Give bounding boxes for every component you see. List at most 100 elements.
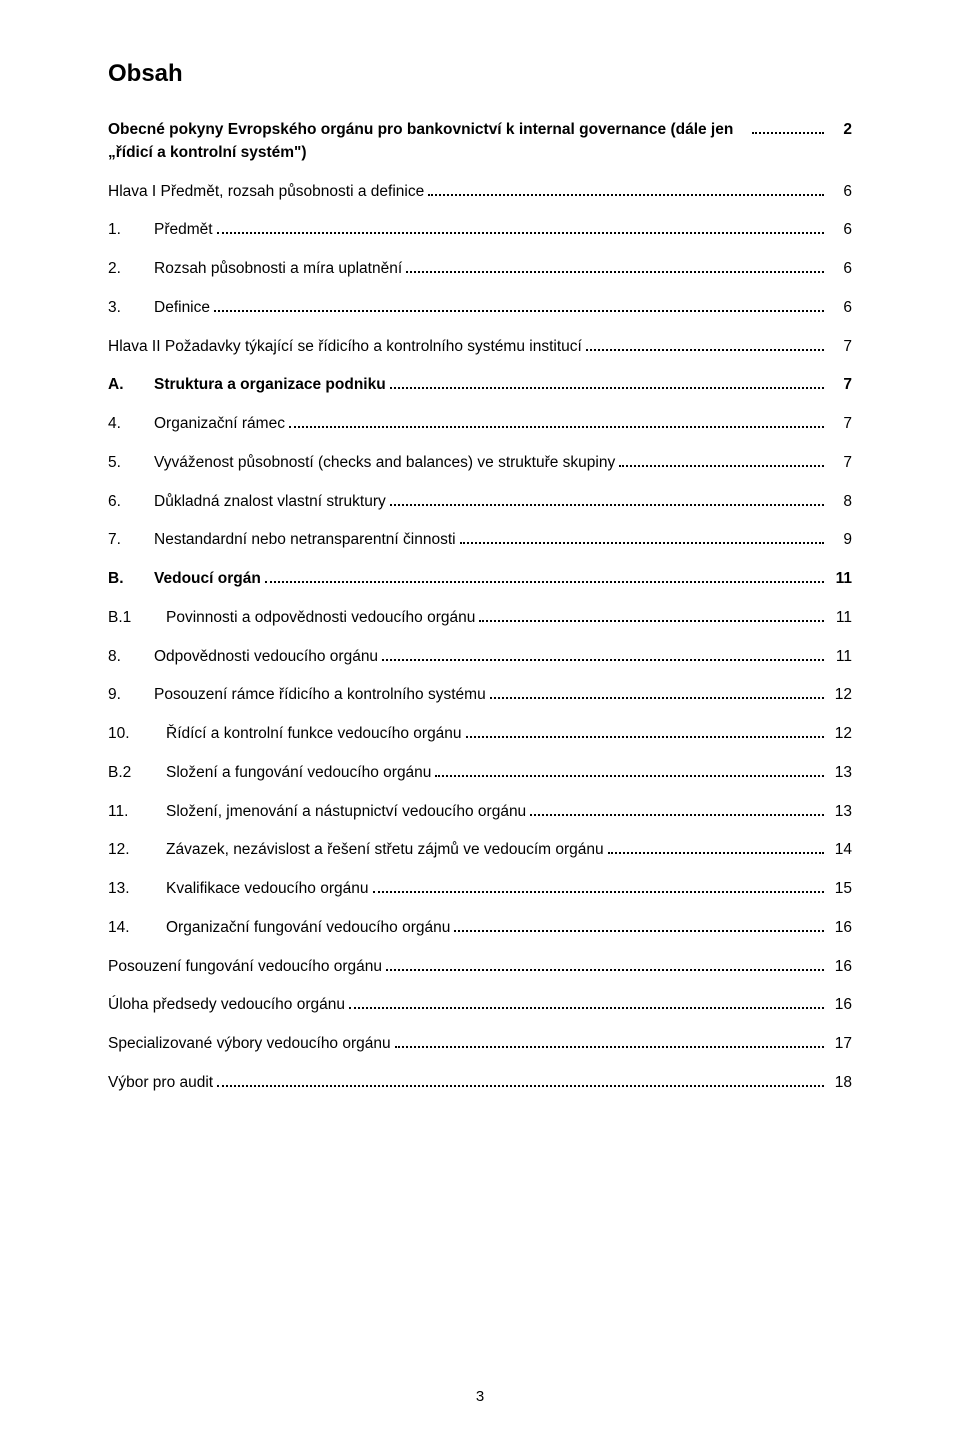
toc-entry: 10.Řídící a kontrolní funkce vedoucího o… [108, 721, 852, 746]
toc-entry-number: 2. [108, 257, 154, 280]
toc-entry-label: Předmět [154, 218, 213, 241]
toc-entry: Úloha předsedy vedoucího orgánu 16 [108, 992, 852, 1017]
toc-entry: 2.Rozsah působnosti a míra uplatnění6 [108, 256, 852, 281]
toc-entry: Výbor pro audit 18 [108, 1069, 852, 1094]
toc-entry-page: 13 [828, 800, 852, 823]
toc-entry-label: Specializované výbory vedoucího orgánu [108, 1032, 391, 1055]
toc-leader-dots [386, 953, 824, 971]
toc-entry-number: 4. [108, 412, 154, 435]
toc-list: Obecné pokyny Evropského orgánu pro bank… [108, 116, 852, 1094]
toc-entry-page: 16 [828, 955, 852, 978]
toc-entry: 12.Závazek, nezávislost a řešení střetu … [108, 837, 852, 862]
toc-entry: Hlava I Předmět, rozsah působnosti a def… [108, 178, 852, 203]
toc-entry-number: 6. [108, 490, 154, 513]
toc-entry-page: 18 [828, 1071, 852, 1094]
toc-entry-page: 15 [828, 877, 852, 900]
toc-entry-page: 8 [828, 490, 852, 513]
toc-entry: 14.Organizační fungování vedoucího orgán… [108, 914, 852, 939]
toc-entry-page: 12 [828, 722, 852, 745]
toc-entry-label: Úloha předsedy vedoucího orgánu [108, 993, 345, 1016]
toc-entry-number: 10. [108, 722, 166, 745]
toc-entry-number: 3. [108, 296, 154, 319]
toc-entry: 1.Předmět 6 [108, 217, 852, 242]
toc-entry: Posouzení fungování vedoucího orgánu 16 [108, 953, 852, 978]
toc-entry-label: Řídící a kontrolní funkce vedoucího orgá… [166, 722, 462, 745]
toc-entry-label: Organizační rámec [154, 412, 285, 435]
toc-entry-label: Posouzení fungování vedoucího orgánu [108, 955, 382, 978]
toc-entry-number: 13. [108, 877, 166, 900]
toc-entry-page: 7 [828, 412, 852, 435]
toc-leader-dots [619, 449, 824, 467]
toc-leader-dots [349, 992, 824, 1010]
toc-entry-label: Struktura a organizace podniku [154, 373, 386, 396]
toc-entry: 3.Definice6 [108, 294, 852, 319]
toc-entry: Specializované výbory vedoucího orgánu 17 [108, 1031, 852, 1056]
toc-entry-page: 16 [828, 993, 852, 1016]
toc-leader-dots [530, 798, 824, 816]
toc-entry: A.Struktura a organizace podniku 7 [108, 372, 852, 397]
toc-leader-dots [214, 294, 824, 312]
toc-heading: Obsah [108, 60, 852, 88]
toc-entry-label: Nestandardní nebo netransparentní činnos… [154, 528, 456, 551]
toc-entry-number: 11. [108, 800, 166, 823]
toc-entry-number: 7. [108, 528, 154, 551]
toc-entry-label: Organizační fungování vedoucího orgánu [166, 916, 450, 939]
toc-entry: 4.Organizační rámec 7 [108, 411, 852, 436]
toc-leader-dots [435, 759, 824, 777]
toc-entry-page: 11 [828, 606, 852, 629]
toc-entry-page: 6 [828, 180, 852, 203]
toc-leader-dots [454, 914, 824, 932]
toc-entry-label: Vyváženost působností (checks and balanc… [154, 451, 615, 474]
toc-entry: 6.Důkladná znalost vlastní struktury 8 [108, 488, 852, 513]
toc-leader-dots [373, 876, 825, 894]
toc-entry-page: 9 [828, 528, 852, 551]
toc-leader-dots [460, 527, 824, 545]
toc-entry-number: 12. [108, 838, 166, 861]
toc-leader-dots [265, 566, 824, 584]
toc-entry: B.2Složení a fungování vedoucího orgánu1… [108, 759, 852, 784]
toc-entry: Obecné pokyny Evropského orgánu pro bank… [108, 116, 852, 164]
toc-entry-label: Vedoucí orgán [154, 567, 261, 590]
toc-leader-dots [382, 643, 824, 661]
toc-entry-label: Hlava II Požadavky týkající se řídicího … [108, 335, 582, 358]
toc-entry-number: B.1 [108, 606, 166, 629]
toc-entry: B.1Povinnosti a odpovědnosti vedoucího o… [108, 604, 852, 629]
toc-entry-label: Závazek, nezávislost a řešení střetu záj… [166, 838, 604, 861]
toc-entry-label: Odpovědnosti vedoucího orgánu [154, 645, 378, 668]
toc-entry-label: Výbor pro audit [108, 1071, 213, 1094]
toc-entry-number: 8. [108, 645, 154, 668]
toc-entry-number: B. [108, 567, 154, 590]
toc-entry-page: 7 [828, 373, 852, 396]
toc-entry-number: A. [108, 373, 154, 396]
toc-leader-dots [217, 217, 824, 235]
toc-entry: 8.Odpovědnosti vedoucího orgánu 11 [108, 643, 852, 668]
toc-entry: 7.Nestandardní nebo netransparentní činn… [108, 527, 852, 552]
toc-leader-dots [390, 372, 824, 390]
toc-leader-dots [490, 682, 824, 700]
toc-entry-number: 1. [108, 218, 154, 241]
page-number: 3 [0, 1388, 960, 1405]
toc-leader-dots [217, 1069, 824, 1087]
toc-entry-label: Posouzení rámce řídicího a kontrolního s… [154, 683, 486, 706]
toc-entry-page: 17 [828, 1032, 852, 1055]
toc-entry: 11.Složení, jmenování a nástupnictví ved… [108, 798, 852, 823]
toc-entry-label: Kvalifikace vedoucího orgánu [166, 877, 369, 900]
toc-leader-dots [752, 116, 824, 134]
toc-entry-page: 12 [828, 683, 852, 706]
toc-entry: 9.Posouzení rámce řídicího a kontrolního… [108, 682, 852, 707]
toc-entry-page: 6 [828, 218, 852, 241]
toc-entry-label: Obecné pokyny Evropského orgánu pro bank… [108, 118, 748, 165]
toc-entry-label: Důkladná znalost vlastní struktury [154, 490, 386, 513]
toc-entry-number: 14. [108, 916, 166, 939]
toc-entry: Hlava II Požadavky týkající se řídicího … [108, 333, 852, 358]
toc-entry-label: Rozsah působnosti a míra uplatnění [154, 257, 402, 280]
toc-entry-page: 11 [828, 567, 852, 590]
toc-entry: 13.Kvalifikace vedoucího orgánu 15 [108, 876, 852, 901]
toc-entry-page: 7 [828, 335, 852, 358]
toc-entry-page: 11 [828, 645, 852, 668]
toc-leader-dots [390, 488, 824, 506]
toc-entry-number: 5. [108, 451, 154, 474]
toc-entry-label: Složení a fungování vedoucího orgánu [166, 761, 431, 784]
toc-entry-label: Složení, jmenování a nástupnictví vedouc… [166, 800, 526, 823]
toc-leader-dots [395, 1031, 824, 1049]
